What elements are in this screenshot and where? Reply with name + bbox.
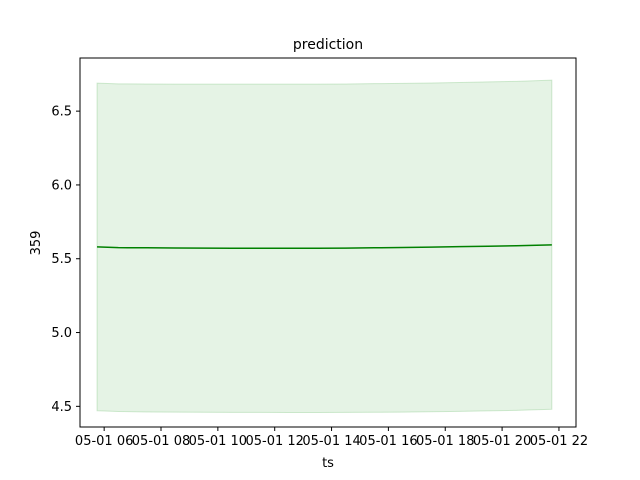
x-tick-label: 05-01 14: [302, 434, 360, 449]
chart-title: prediction: [293, 37, 363, 53]
x-tick-label: 05-01 10: [189, 434, 247, 449]
confidence-band: [96, 79, 553, 414]
y-tick-label: 5.0: [51, 326, 72, 341]
y-axis-ticks: 4.5 5.0 5.5 6.0 6.5: [51, 105, 80, 415]
y-tick-label: 6.5: [51, 105, 72, 120]
y-tick-label: 6.0: [51, 178, 72, 193]
x-tick-label: 05-01 20: [473, 434, 531, 449]
prediction-line: [97, 244, 552, 250]
confidence-band-layer: [96, 79, 553, 414]
x-tick-label: 05-01 06: [75, 434, 133, 449]
prediction-line-layer: [97, 244, 552, 250]
y-axis-label: 359: [29, 231, 44, 256]
x-axis-label: ts: [322, 456, 334, 471]
x-tick-label: 05-01 18: [416, 434, 474, 449]
y-tick-label: 5.5: [51, 252, 72, 267]
y-tick-label: 4.5: [51, 400, 72, 415]
x-tick-label: 05-01 16: [359, 434, 417, 449]
x-tick-label: 05-01 08: [132, 434, 190, 449]
plot-frame: [79, 57, 577, 428]
x-tick-label: 05-01 22: [530, 434, 588, 449]
x-tick-label: 05-01 12: [245, 434, 303, 449]
